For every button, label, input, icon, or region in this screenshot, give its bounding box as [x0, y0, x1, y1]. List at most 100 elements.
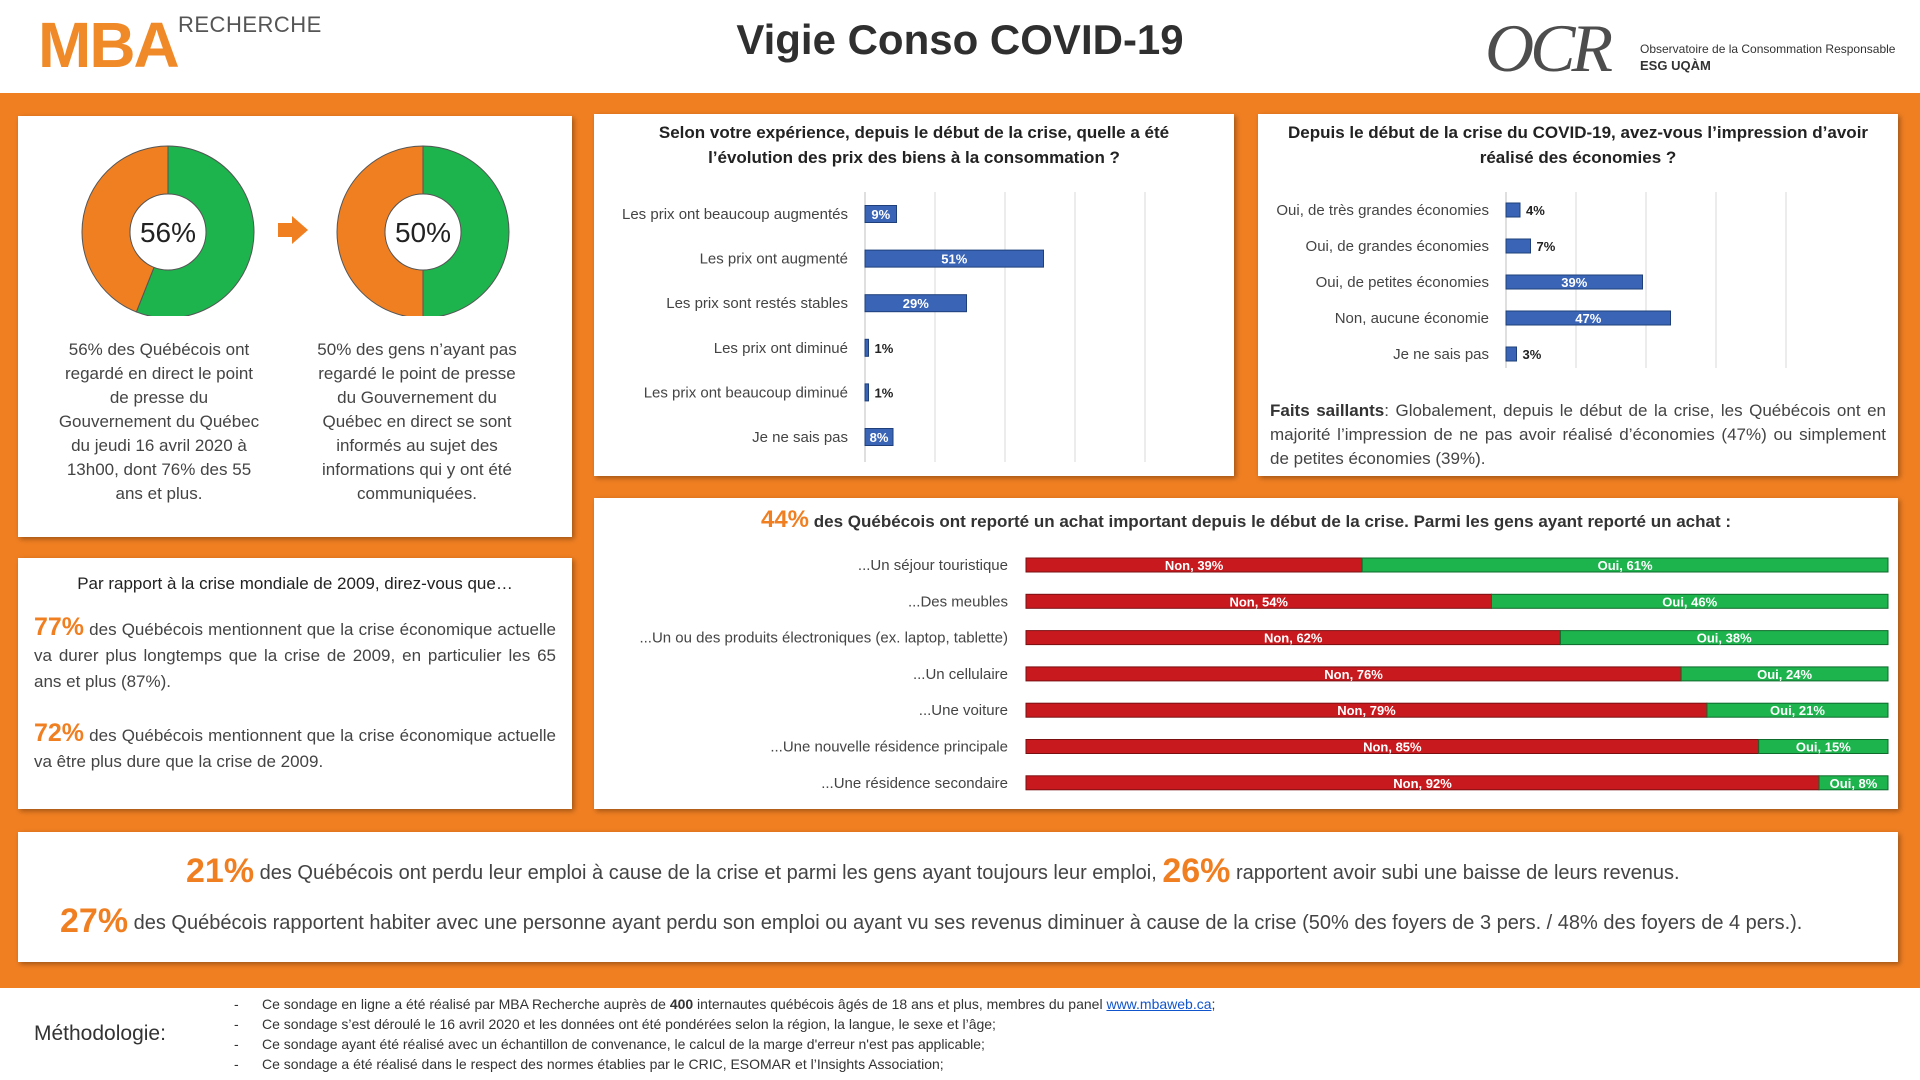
ocr-logo-mark: OCR — [1485, 10, 1613, 86]
methodologie-item-1-post: internautes québécois âgés de 18 ans et … — [693, 996, 1107, 1012]
faits-saillants-label: Faits saillants — [1270, 401, 1385, 420]
methodologie-item-1: Ce sondage en ligne a été réalisé par MB… — [232, 994, 1215, 1014]
bar-oui — [1490, 593, 1889, 609]
header: MBA RECHERCHE Vigie Conso COVID-19 OCR O… — [0, 0, 1920, 93]
crise-2009-item-2-text: des Québécois mentionnent que la crise é… — [34, 726, 556, 771]
category-label: ...Un séjour touristique — [858, 557, 1008, 574]
methodologie-item-4: Ce sondage a été réalisé dans le respect… — [232, 1054, 1215, 1074]
donut-hole — [129, 193, 207, 271]
bar-oui-label: Oui, 46% — [1662, 594, 1717, 609]
bar — [864, 383, 869, 402]
crise-2009-item-2: 72% des Québécois mentionnent que la cri… — [34, 720, 556, 775]
bar — [1505, 274, 1643, 290]
category-label: ...Une résidence secondaire — [821, 775, 1008, 792]
category-label: Les prix sont restés stables — [666, 295, 848, 312]
category-label: ...Une voiture — [919, 702, 1008, 719]
achats-title-text: des Québécois ont reporté un achat impor… — [809, 512, 1732, 531]
emploi-text-3: des Québécois rapportent habiter avec un… — [133, 912, 1803, 934]
mba-logo-mark: MBA — [38, 9, 180, 81]
crise-2009-panel: Par rapport à la crise mondiale de 2009,… — [18, 558, 572, 809]
donut-caption-2: 50% des gens n’ayant pas regardé le poin… — [317, 340, 517, 503]
donut-caption-1: 56% des Québécois ont regardé en direct … — [58, 340, 260, 503]
bar — [1505, 310, 1671, 326]
crise-2009-item-2-pct: 72% — [34, 719, 85, 747]
emploi-line-1: 21% des Québécois ont perdu leur emploi … — [186, 852, 1680, 891]
bar-oui-label: Oui, 15% — [1796, 740, 1851, 755]
bar — [864, 428, 894, 446]
emploi-line-2: 27% des Québécois rapportent habiter ave… — [60, 902, 1802, 941]
achats-chart-title: 44% des Québécois ont reporté un achat i… — [594, 506, 1898, 534]
bar-oui — [1361, 557, 1889, 573]
bar — [1505, 238, 1531, 254]
bar-non-label: Non, 85% — [1363, 740, 1422, 755]
category-label: ...Un cellulaire — [913, 666, 1008, 683]
bar-oui-label: Oui, 38% — [1697, 631, 1752, 646]
bar-non-label: Non, 54% — [1229, 594, 1288, 609]
bar-value-label: 4% — [1526, 203, 1545, 218]
category-label: Oui, de grandes économies — [1306, 238, 1489, 255]
emploi-pct-3: 27% — [60, 902, 129, 940]
category-label: Je ne sais pas — [1393, 346, 1489, 363]
bar-value-label: 47% — [1575, 311, 1601, 326]
mba-logo: MBA RECHERCHE — [38, 9, 321, 81]
bar-value-label: 3% — [1523, 347, 1542, 362]
bar — [864, 205, 897, 223]
emploi-panel: 21% des Québécois ont perdu leur emploi … — [18, 832, 1898, 962]
bar — [1505, 346, 1517, 362]
bar — [864, 294, 967, 313]
bar-oui-label: Oui, 21% — [1770, 703, 1825, 718]
bar — [864, 338, 869, 357]
methodologie-list: Ce sondage en ligne a été réalisé par MB… — [232, 994, 1215, 1074]
donut-hole — [384, 193, 462, 271]
bar-non-label: Non, 92% — [1393, 776, 1452, 791]
page-title: Vigie Conso COVID-19 — [736, 16, 1184, 63]
category-label: Les prix ont beaucoup diminué — [644, 384, 848, 401]
achats-title-pct: 44% — [760, 506, 810, 533]
bar-value-label: 29% — [903, 296, 929, 311]
bar-oui-label: Oui, 8% — [1830, 776, 1878, 791]
emploi-text-1: des Québécois ont perdu leur emploi à ca… — [259, 862, 1157, 884]
emploi-pct-2: 26% — [1162, 852, 1231, 890]
ocr-logo-line2: ESG UQÀM — [1640, 58, 1711, 73]
crise-2009-item-1-pct: 77% — [34, 613, 85, 641]
category-label: ...Un ou des produits électroniques (ex.… — [639, 630, 1008, 647]
donut-chart-2: 50% — [336, 145, 510, 316]
bar-non-label: Non, 39% — [1165, 558, 1224, 573]
ocr-logo-line1: Observatoire de la Consommation Responsa… — [1640, 42, 1896, 56]
bar-value-label: 51% — [941, 252, 967, 267]
bar — [864, 249, 1044, 268]
emploi-text-2: rapportent avoir subi une baisse de leur… — [1235, 862, 1680, 884]
category-label: ...Des meubles — [908, 593, 1008, 610]
bar-value-label: 1% — [875, 385, 894, 400]
category-label: ...Une nouvelle résidence principale — [770, 739, 1008, 756]
donut-center-label: 56% — [140, 217, 196, 248]
arrow-right-icon — [278, 216, 308, 244]
bar-oui — [1680, 666, 1889, 682]
category-label: Non, aucune économie — [1335, 310, 1489, 327]
donut-chart-1: 56% — [81, 145, 255, 316]
bar-oui-label: Oui, 61% — [1598, 558, 1653, 573]
economies-panel: Depuis le début de la crise du COVID-19,… — [1258, 114, 1898, 476]
crise-2009-title: Par rapport à la crise mondiale de 2009,… — [77, 574, 513, 593]
bar-oui — [1559, 630, 1889, 646]
mbaweb-link[interactable]: www.mbaweb.ca — [1106, 996, 1212, 1012]
bar-oui — [1758, 739, 1889, 754]
category-label: Oui, de très grandes économies — [1276, 202, 1489, 219]
prix-panel: Selon votre expérience, depuis le début … — [594, 114, 1234, 476]
bar-non-label: Non, 76% — [1324, 667, 1383, 682]
donut-center-label: 50% — [395, 217, 451, 248]
donut-panel: 56% 50% 56% des Québécois ont regardé en… — [18, 116, 572, 537]
bar-oui — [1706, 702, 1889, 718]
bar — [1505, 202, 1521, 218]
achats-panel: 44% des Québécois ont reporté un achat i… — [594, 498, 1898, 809]
bar-value-label: 7% — [1537, 239, 1556, 254]
crise-2009-item-1-text: des Québécois mentionnent que la crise é… — [34, 620, 556, 691]
faits-saillants: Faits saillants: Globalement, depuis le … — [1270, 399, 1886, 471]
emploi-pct-1: 21% — [186, 852, 255, 890]
prix-bar-chart: Les prix ont beaucoup augmentés 9% Les pri… — [622, 192, 1146, 462]
category-label: Je ne sais pas — [752, 429, 848, 446]
economies-bar-chart: Oui, de très grandes économies 4% Oui, de … — [1276, 192, 1787, 368]
bar-value-label: 1% — [875, 341, 894, 356]
faits-saillants-text: : Globalement, depuis le début de la cri… — [1270, 401, 1886, 468]
methodologie-label: Méthodologie: — [34, 1022, 166, 1045]
